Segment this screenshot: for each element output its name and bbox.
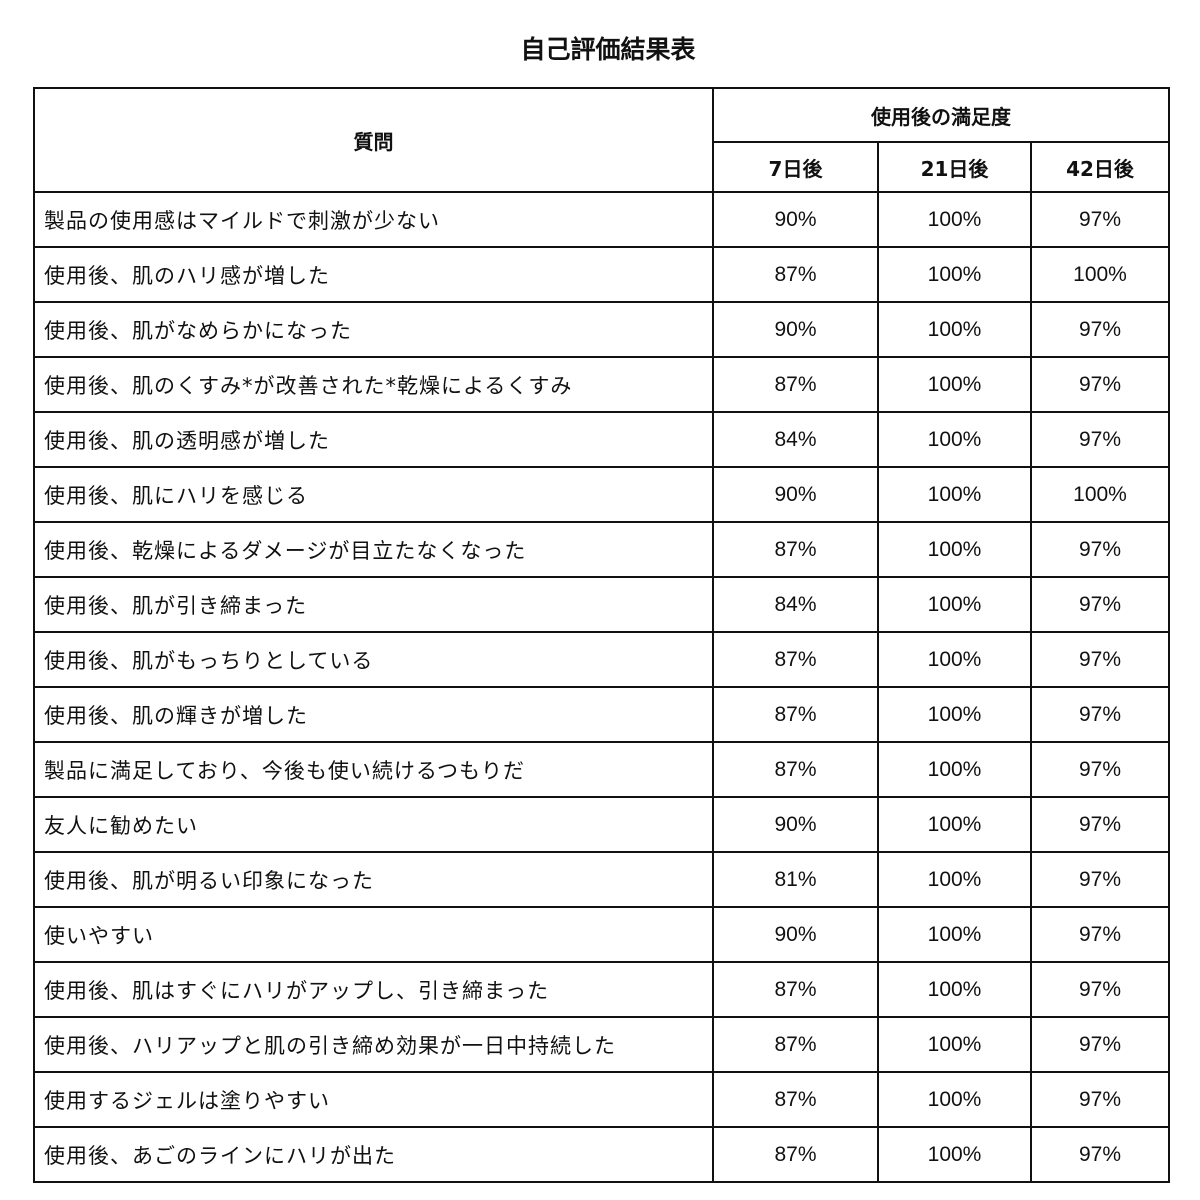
table-row: 使用後、肌の輝きが増した 87% 100% 97% [33, 686, 1171, 743]
value-cell-42d: 97% [1029, 906, 1171, 963]
question-cell: 使用後、肌の透明感が増した [33, 411, 714, 468]
value-cell-7d: 87% [712, 1071, 879, 1128]
question-cell: 友人に勧めたい [33, 796, 714, 853]
value-cell-7d: 87% [712, 961, 879, 1018]
question-cell: 使用後、肌がなめらかになった [33, 301, 714, 358]
value-cell-7d: 87% [712, 1016, 879, 1073]
value-cell-21d: 100% [877, 521, 1032, 578]
table-row: 使用後、肌にハリを感じる 90% 100% 100% [33, 466, 1171, 523]
value-cell-42d: 97% [1029, 576, 1171, 633]
question-header: 質問 [33, 87, 714, 193]
value-cell-7d: 84% [712, 411, 879, 468]
value-cell-21d: 100% [877, 631, 1032, 688]
value-cell-42d: 97% [1029, 796, 1171, 853]
value-cell-42d: 97% [1029, 356, 1171, 413]
results-table: 質問 使用後の満足度 7日後 21日後 42日後 製品の使用感はマイルドで刺激が… [33, 87, 1171, 1183]
value-cell-42d: 97% [1029, 631, 1171, 688]
value-cell-42d: 97% [1029, 521, 1171, 578]
page-title: 自己評価結果表 [520, 35, 696, 64]
satisfaction-header: 使用後の満足度 [711, 87, 1171, 143]
value-cell-42d: 97% [1029, 411, 1171, 468]
value-cell-21d: 100% [877, 961, 1032, 1018]
question-cell: 使用後、肌のハリ感が増した [33, 246, 714, 303]
value-cell-42d: 97% [1029, 961, 1171, 1018]
table-row: 使用後、肌がなめらかになった 90% 100% 97% [33, 301, 1171, 358]
value-cell-7d: 90% [712, 301, 879, 358]
question-cell: 使用後、乾燥によるダメージが目立たなくなった [33, 521, 714, 578]
value-cell-7d: 87% [712, 246, 879, 303]
table-row: 使用後、乾燥によるダメージが目立たなくなった 87% 100% 97% [33, 521, 1171, 578]
question-cell: 使用後、肌のくすみ*が改善された*乾燥によるくすみ [33, 356, 714, 413]
period-header-21: 21日後 [877, 141, 1032, 193]
value-cell-21d: 100% [877, 686, 1032, 743]
value-cell-42d: 97% [1029, 741, 1171, 798]
value-cell-42d: 97% [1029, 191, 1171, 248]
question-cell: 使用後、肌はすぐにハリがアップし、引き締まった [33, 961, 714, 1018]
value-cell-7d: 87% [712, 1126, 879, 1183]
table-row: 使用後、肌が明るい印象になった 81% 100% 97% [33, 851, 1171, 908]
value-cell-7d: 84% [712, 576, 879, 633]
value-cell-7d: 81% [712, 851, 879, 908]
value-cell-21d: 100% [877, 851, 1032, 908]
value-cell-21d: 100% [877, 411, 1032, 468]
value-cell-42d: 97% [1029, 301, 1171, 358]
table-row: 使用後、肌のハリ感が増した 87% 100% 100% [33, 246, 1171, 303]
table-row: 使用後、肌がもっちりとしている 87% 100% 97% [33, 631, 1171, 688]
value-cell-21d: 100% [877, 191, 1032, 248]
question-cell: 使用後、肌がもっちりとしている [33, 631, 714, 688]
table-row: 使用後、肌が引き締まった 84% 100% 97% [33, 576, 1171, 633]
table-row: 使用するジェルは塗りやすい 87% 100% 97% [33, 1071, 1171, 1128]
value-cell-42d: 97% [1029, 1126, 1171, 1183]
value-cell-42d: 97% [1029, 1016, 1171, 1073]
value-cell-42d: 97% [1029, 686, 1171, 743]
table-row: 使用後、肌の透明感が増した 84% 100% 97% [33, 411, 1171, 468]
table-row: 使用後、肌はすぐにハリがアップし、引き締まった 87% 100% 97% [33, 961, 1171, 1018]
table-row: 製品の使用感はマイルドで刺激が少ない 90% 100% 97% [33, 191, 1171, 248]
period-header-42: 42日後 [1029, 141, 1171, 193]
table-row: 使いやすい 90% 100% 97% [33, 906, 1171, 963]
question-cell: 使いやすい [33, 906, 714, 963]
table-row: 友人に勧めたい 90% 100% 97% [33, 796, 1171, 853]
value-cell-42d: 97% [1029, 1071, 1171, 1128]
period-header-7: 7日後 [712, 141, 879, 193]
table-row: 使用後、肌のくすみ*が改善された*乾燥によるくすみ 87% 100% 97% [33, 356, 1171, 413]
question-cell: 使用後、ハリアップと肌の引き締め効果が一日中持続した [33, 1016, 714, 1073]
value-cell-7d: 90% [712, 796, 879, 853]
table-row: 製品に満足しており、今後も使い続けるつもりだ 87% 100% 97% [33, 741, 1171, 798]
value-cell-7d: 87% [712, 741, 879, 798]
value-cell-7d: 87% [712, 356, 879, 413]
value-cell-7d: 90% [712, 191, 879, 248]
value-cell-21d: 100% [877, 246, 1032, 303]
value-cell-7d: 90% [712, 466, 879, 523]
value-cell-21d: 100% [877, 576, 1032, 633]
value-cell-21d: 100% [877, 356, 1032, 413]
question-cell: 使用するジェルは塗りやすい [33, 1071, 714, 1128]
question-cell: 製品に満足しており、今後も使い続けるつもりだ [33, 741, 714, 798]
value-cell-7d: 90% [712, 906, 879, 963]
question-cell: 使用後、肌が明るい印象になった [33, 851, 714, 908]
question-cell: 製品の使用感はマイルドで刺激が少ない [33, 191, 714, 248]
value-cell-21d: 100% [877, 906, 1032, 963]
value-cell-21d: 100% [877, 741, 1032, 798]
table-row: 使用後、あごのラインにハリが出た 87% 100% 97% [33, 1126, 1171, 1183]
value-cell-7d: 87% [712, 631, 879, 688]
question-cell: 使用後、肌にハリを感じる [33, 466, 714, 523]
value-cell-21d: 100% [877, 301, 1032, 358]
value-cell-42d: 100% [1029, 246, 1171, 303]
question-cell: 使用後、肌が引き締まった [33, 576, 714, 633]
value-cell-7d: 87% [712, 521, 879, 578]
value-cell-42d: 100% [1029, 466, 1171, 523]
value-cell-42d: 97% [1029, 851, 1171, 908]
value-cell-21d: 100% [877, 1016, 1032, 1073]
value-cell-21d: 100% [877, 1126, 1032, 1183]
question-cell: 使用後、肌の輝きが増した [33, 686, 714, 743]
value-cell-21d: 100% [877, 466, 1032, 523]
question-cell: 使用後、あごのラインにハリが出た [33, 1126, 714, 1183]
value-cell-7d: 87% [712, 686, 879, 743]
value-cell-21d: 100% [877, 796, 1032, 853]
table-row: 使用後、ハリアップと肌の引き締め効果が一日中持続した 87% 100% 97% [33, 1016, 1171, 1073]
value-cell-21d: 100% [877, 1071, 1032, 1128]
